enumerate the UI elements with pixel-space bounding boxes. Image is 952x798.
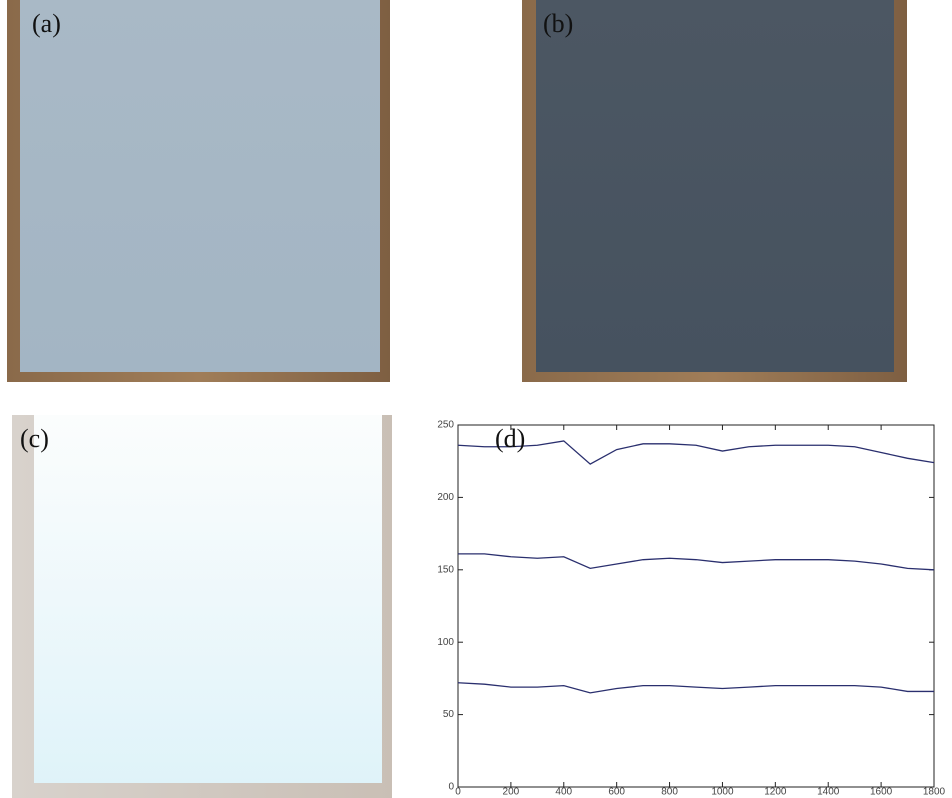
y-tick-label: 100 [437,637,454,648]
series-line [458,553,935,571]
panel-label: (b) [543,9,573,38]
x-tick-label: 1400 [817,787,840,798]
plot-frame [457,424,935,788]
photo-c: (c) [12,415,392,798]
x-tick-label: 0 [455,787,461,798]
series-line [457,682,934,694]
chart-d: 0 50 100 150 200 250 0 200 400 600 800 1000 1200 1400… [437,420,945,798]
x-tick-label: 1200 [764,787,787,798]
x-tick-label: 1600 [870,787,893,798]
photo-b: (b) [522,0,907,382]
x-tick-label: 600 [608,787,625,798]
x-tick-label: 400 [555,787,572,798]
panel-label: (a) [32,9,61,38]
x-tick-label: 200 [503,787,520,798]
y-tick-label: 50 [443,709,455,720]
y-tick-label: 150 [437,564,454,575]
y-tick-label: 250 [437,420,454,431]
x-tick-label: 1000 [711,787,734,798]
x-tick-label: 1800 [923,787,946,798]
series-line [457,440,935,465]
x-tick-label: 800 [661,787,678,798]
photo-a: (a) [7,0,390,382]
y-tick-label: 200 [437,492,454,503]
panel-label: (c) [20,424,49,453]
y-tick-label: 0 [448,782,454,793]
panel-label: (d) [495,424,525,453]
